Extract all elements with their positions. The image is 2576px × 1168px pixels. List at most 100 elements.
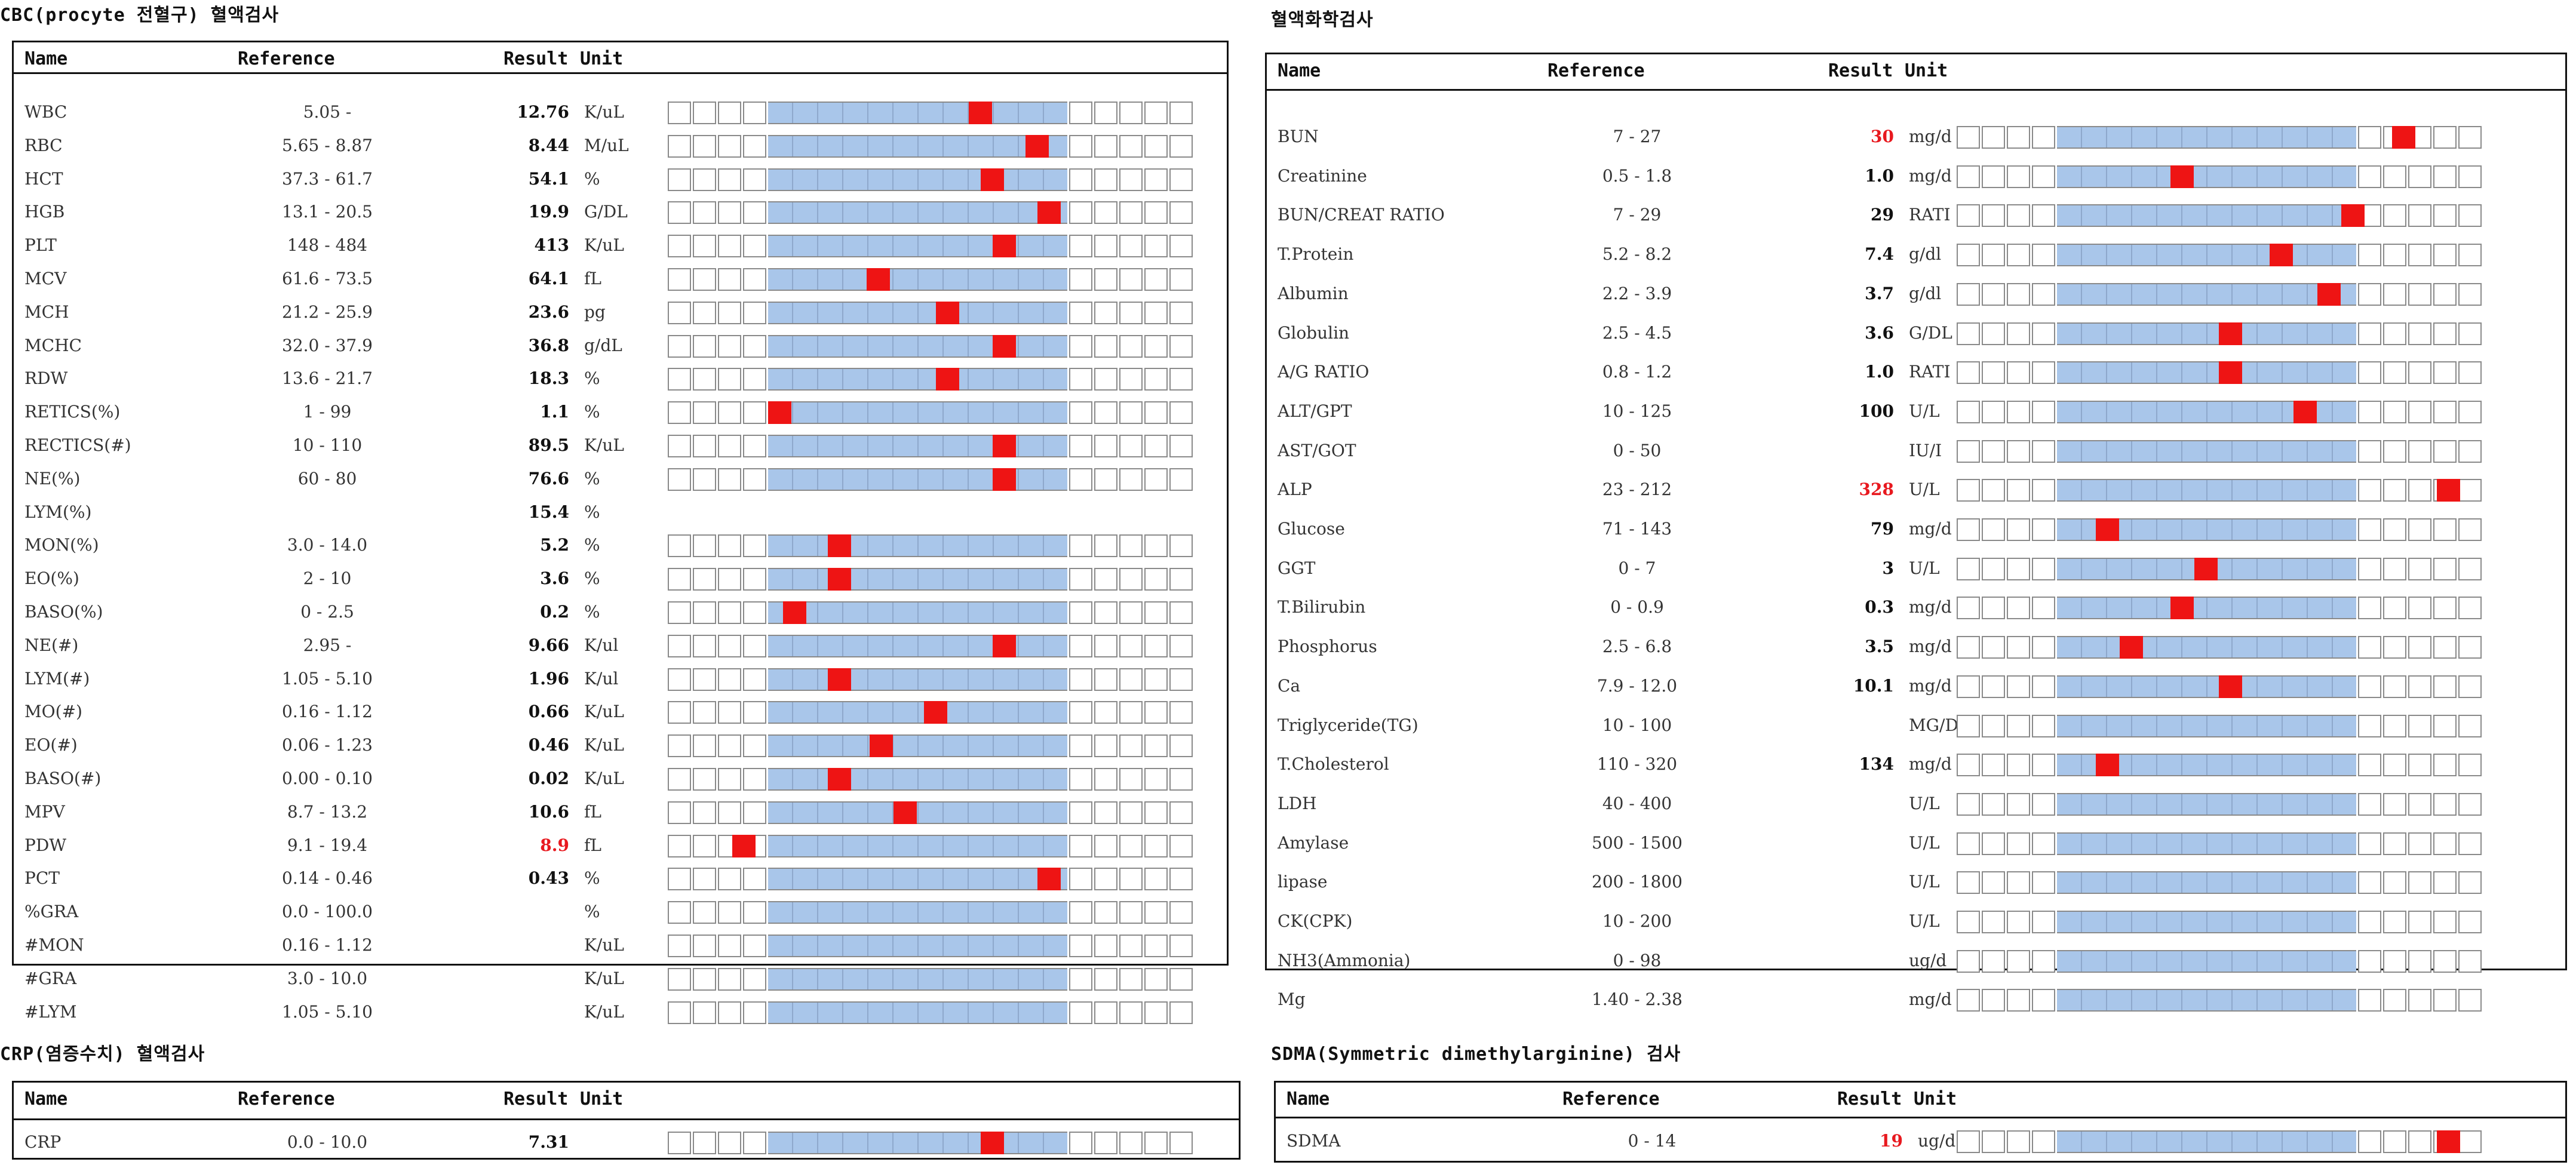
range-gauge	[668, 134, 1195, 158]
range-gauge	[668, 701, 1195, 724]
reference-range: 40 - 400	[1602, 793, 1672, 813]
gauge-cell-high	[1094, 668, 1117, 691]
gauge-cell-low	[718, 201, 741, 225]
test-name: Globulin	[1278, 322, 1350, 343]
test-name: PLT	[24, 235, 57, 256]
result-value: 15.4	[528, 502, 569, 522]
range-gauge	[1957, 361, 2483, 385]
table-row: PDW 9.1 - 19.4 8.9 fL	[14, 829, 1227, 863]
gauge-cell-low	[1982, 1130, 2005, 1153]
header-result: Result	[503, 48, 569, 69]
gauge-cell-high	[2383, 400, 2406, 423]
test-name: AST/GOT	[1278, 440, 1356, 460]
gauge-cell-high	[1169, 201, 1193, 225]
range-gauge	[1957, 911, 2483, 933]
gauge-cell-high	[1169, 601, 1193, 624]
reference-range: 10 - 200	[1602, 911, 1672, 931]
gauge-cell-low	[2007, 675, 2030, 698]
gauge-cell-low	[2007, 165, 2030, 188]
gauge-cell-high	[2458, 322, 2482, 345]
gauge-reference-band	[768, 701, 1067, 724]
gauge-cell-high	[2408, 636, 2431, 659]
gauge-cell-low	[718, 1132, 741, 1154]
gauge-cell-low	[2007, 479, 2030, 502]
gauge-cell-low	[718, 301, 741, 324]
range-gauge	[668, 668, 1195, 691]
gauge-cell-high	[2383, 597, 2406, 620]
reference-range: 0 - 14	[1628, 1131, 1677, 1151]
gauge-cell-high	[1069, 901, 1092, 924]
gauge-cell-high	[1144, 701, 1168, 724]
gauge-cell-high	[1094, 1001, 1117, 1024]
gauge-cell-low	[718, 801, 741, 824]
table-row: Albumin 2.2 - 3.9 3.7 g/dl	[1267, 275, 2565, 314]
gauge-cell-high	[2458, 989, 2482, 1012]
range-gauge	[668, 1001, 1195, 1024]
gauge-cell-low	[668, 468, 691, 491]
reference-range: 1.05 - 5.10	[282, 668, 373, 688]
gauge-cell-high	[2408, 165, 2431, 188]
gauge-cell-high	[2433, 361, 2457, 385]
reference-range: 5.65 - 8.87	[282, 135, 373, 155]
gauge-cell-low	[2032, 126, 2055, 149]
range-gauge	[1957, 597, 2483, 620]
gauge-reference-band	[2057, 126, 2356, 149]
gauge-cell-low	[2007, 400, 2030, 423]
gauge-cell-high	[1144, 435, 1168, 457]
reference-range: 2.5 - 6.8	[1602, 637, 1672, 657]
gauge-cell-high	[1169, 668, 1193, 691]
gauge-cell-low	[693, 935, 716, 957]
reference-range: 7.9 - 12.0	[1596, 675, 1678, 696]
gauge-cell-low	[2032, 479, 2055, 502]
gauge-cell-high	[2433, 832, 2457, 855]
gauge-cell-high	[1169, 268, 1193, 291]
gauge-cell-low	[718, 568, 741, 591]
gauge-cell-low	[2032, 597, 2055, 620]
gauge-cell-high	[1069, 1132, 1092, 1154]
header-result: Result	[1828, 60, 1893, 81]
reference-range: 0.16 - 1.12	[282, 702, 373, 722]
reference-range: 10 - 125	[1602, 401, 1672, 421]
gauge-cell-low	[668, 668, 691, 691]
gauge-cell-low	[2007, 204, 2030, 228]
gauge-cell-low	[2007, 832, 2030, 855]
gauge-cell-high	[2358, 1130, 2381, 1153]
gauge-cell-high	[2408, 282, 2431, 306]
gauge-cell-low	[2007, 792, 2030, 816]
result-unit: mg/d	[1909, 637, 1952, 657]
header-result: Result	[503, 1089, 569, 1109]
result-marker	[1026, 134, 1049, 158]
result-unit: ug/d	[1909, 950, 1947, 970]
reference-range: 0 - 2.5	[300, 602, 354, 622]
range-gauge	[1957, 400, 2483, 423]
gauge-cell-low	[1957, 126, 1980, 149]
test-name: RBC	[24, 135, 63, 155]
range-gauge	[1957, 754, 2483, 777]
gauge-cell-low	[693, 701, 716, 724]
result-value: 0.46	[528, 735, 569, 755]
section-title-chem: 혈액화학검사	[1271, 10, 1374, 30]
table-row: #LYM 1.05 - 5.10 K/uL	[14, 996, 1227, 1029]
gauge-cell-low	[743, 534, 766, 558]
gauge-cell-high	[1094, 102, 1117, 124]
test-name: Triglyceride(TG)	[1278, 715, 1419, 735]
reference-range: 2.5 - 4.5	[1602, 322, 1672, 343]
gauge-cell-high	[2358, 911, 2381, 933]
gauge-cell-low	[2007, 597, 2030, 620]
gauge-cell-high	[1094, 801, 1117, 824]
gauge-cell-high	[2358, 714, 2381, 737]
table-row: #GRA 3.0 - 10.0 K/uL	[14, 963, 1227, 996]
reference-range: 0.00 - 0.10	[282, 769, 373, 788]
result-value: 134	[1859, 754, 1894, 774]
gauge-reference-band	[768, 601, 1067, 624]
range-gauge	[1957, 949, 2483, 973]
result-marker	[828, 568, 851, 591]
result-unit: fL	[584, 835, 601, 855]
range-gauge	[668, 301, 1195, 324]
gauge-cell-low	[693, 435, 716, 457]
gauge-cell-high	[2358, 282, 2381, 306]
result-value: 3.7	[1865, 283, 1894, 303]
gauge-cell-high	[1069, 534, 1092, 558]
gauge-cell-low	[693, 1001, 716, 1024]
gauge-cell-high	[2408, 714, 2431, 737]
